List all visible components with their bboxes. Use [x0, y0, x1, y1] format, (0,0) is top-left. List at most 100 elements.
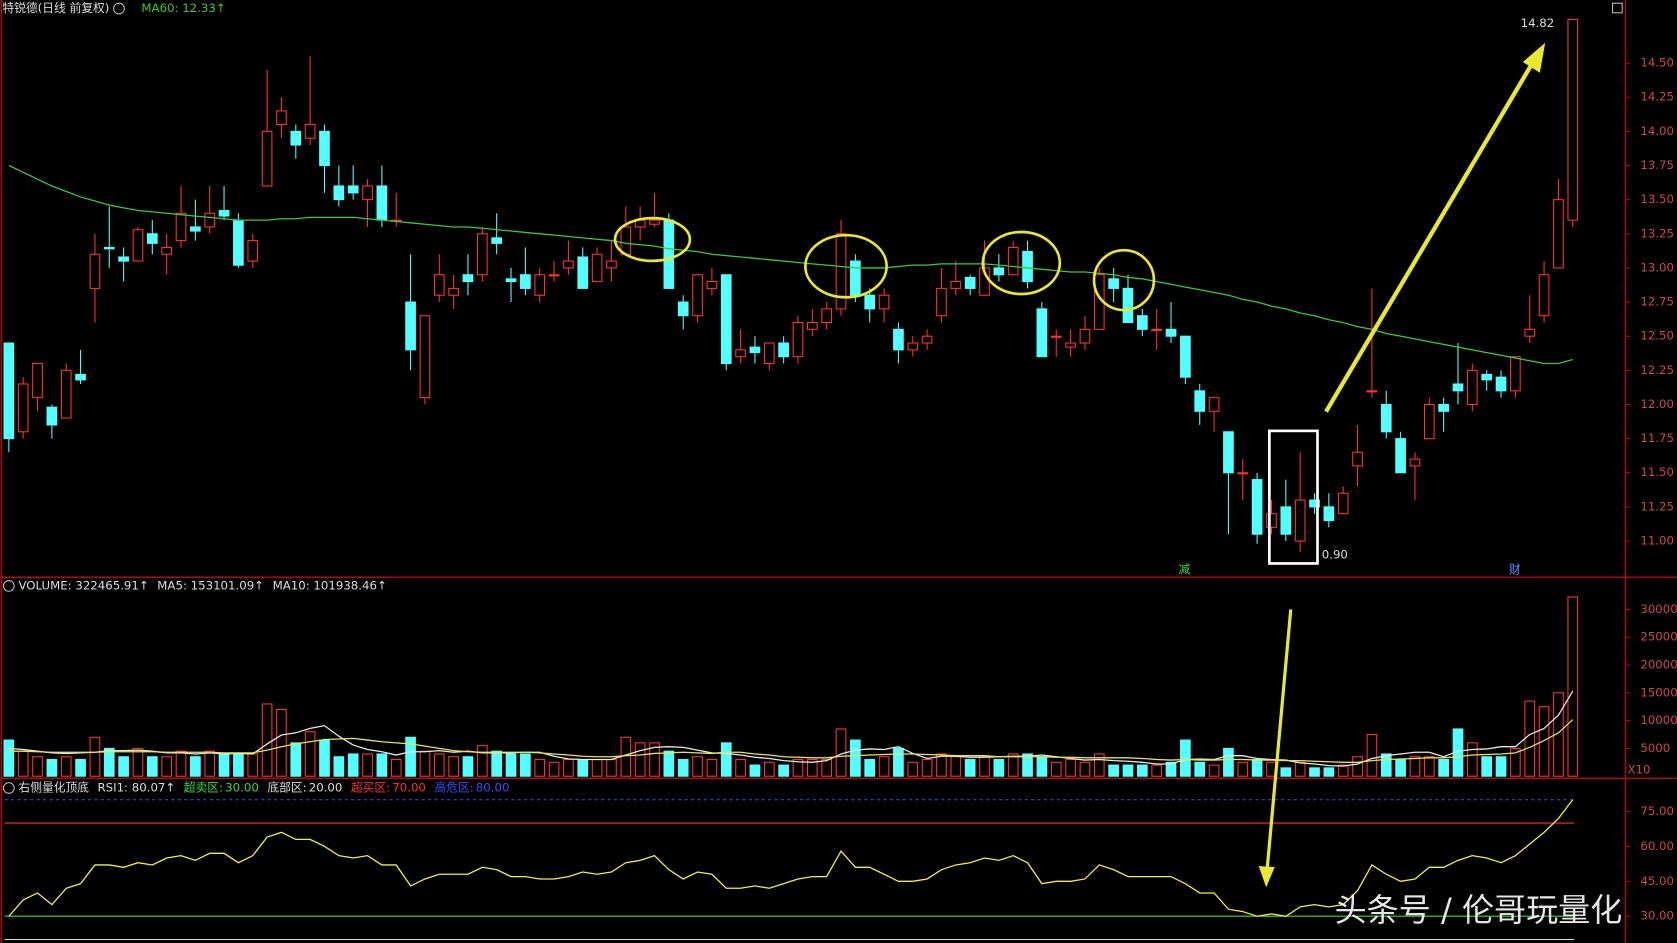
- candle-body: [1208, 397, 1220, 412]
- volume-bar: [1438, 758, 1449, 777]
- candle-body: [1452, 383, 1464, 392]
- volume-bar: [1538, 706, 1550, 777]
- candle-body: [505, 278, 517, 283]
- candle-body: [1050, 335, 1062, 338]
- header-text: 30.00: [225, 780, 259, 794]
- volume-bar: [548, 761, 560, 777]
- volume-bar: [1567, 596, 1579, 777]
- candle-body: [1280, 506, 1292, 535]
- candle-body: [936, 287, 947, 317]
- volume-bar: [1122, 764, 1134, 777]
- candle-body: [1323, 506, 1335, 522]
- y-tick-label: 12.50: [1640, 329, 1674, 343]
- candle-body: [433, 274, 445, 296]
- candle-body: [864, 294, 876, 310]
- candle-body: [333, 185, 345, 201]
- volume-bar: [1022, 753, 1033, 777]
- candle-body: [46, 406, 58, 426]
- candle-body: [1366, 390, 1378, 393]
- candle-body: [1122, 287, 1134, 324]
- volume-bar: [505, 753, 517, 777]
- candle-body: [706, 281, 718, 289]
- volume-bar: [448, 756, 459, 777]
- volume-bar: [1079, 761, 1091, 777]
- candle-body: [591, 253, 603, 283]
- volume-bar: [1007, 753, 1019, 777]
- volume-bar: [692, 756, 703, 777]
- volume-bar: [1280, 767, 1292, 777]
- icon: [113, 2, 125, 15]
- candle-body: [763, 342, 775, 365]
- volume-bar: [806, 758, 818, 777]
- y-tick-label: 14.00: [1640, 124, 1674, 138]
- candle-body: [1380, 403, 1392, 433]
- candle-body: [1510, 356, 1521, 392]
- volume-bar: [1208, 764, 1220, 777]
- candle-body: [1466, 369, 1478, 406]
- candle-body: [1495, 376, 1507, 392]
- volume-bar: [577, 758, 589, 777]
- y-tick-label: 12.75: [1640, 295, 1674, 309]
- candle-body: [146, 233, 158, 244]
- candle-body: [1266, 513, 1277, 528]
- header-text: 右侧量化顶底: [18, 780, 89, 794]
- volume-bar: [1510, 747, 1521, 777]
- candle-body: [1294, 499, 1306, 542]
- volume-bar: [1423, 756, 1435, 777]
- candle-body: [103, 246, 115, 250]
- candle-body: [1438, 403, 1449, 412]
- candle-body: [476, 233, 488, 276]
- y-tick-label: 30.00: [1640, 909, 1674, 923]
- y-tick-label: 30000: [1640, 602, 1677, 616]
- candle-body: [347, 185, 359, 194]
- volume-bar: [735, 758, 746, 777]
- volume-bar: [1352, 756, 1363, 777]
- candle-body: [821, 308, 833, 324]
- volume-bar: [850, 739, 861, 777]
- candle-body: [362, 185, 373, 201]
- candle-body: [161, 246, 173, 255]
- candle-body: [60, 369, 72, 419]
- candle-body: [118, 256, 129, 262]
- volume-bar: [591, 758, 603, 777]
- header-text: 特锐德(日线 前复权): [2, 1, 109, 15]
- volume-bar: [233, 753, 244, 777]
- candle-body: [175, 212, 187, 242]
- volume-bar: [1309, 767, 1320, 777]
- volume-bar: [1466, 742, 1478, 777]
- candle-body: [1567, 18, 1579, 221]
- volume-bar: [1323, 767, 1335, 777]
- candle-body: [1237, 472, 1249, 475]
- y-tick-label: 60.00: [1640, 839, 1674, 853]
- volume-bar: [218, 753, 230, 777]
- y-tick-label: 45.00: [1640, 874, 1674, 888]
- candle-body: [563, 260, 574, 269]
- y-tick-label: 11.50: [1640, 465, 1674, 479]
- volume-bar: [1395, 758, 1406, 777]
- candle-body: [792, 322, 804, 358]
- candle-body: [304, 124, 316, 139]
- volume-bar: [964, 758, 976, 777]
- candle-body: [534, 274, 546, 296]
- header-text: 超买区:: [351, 780, 390, 794]
- volume-bar: [1165, 761, 1177, 777]
- volume-bar: [419, 750, 431, 777]
- header-text: 底部区:: [267, 780, 306, 794]
- candle-body: [620, 226, 632, 255]
- header-text: MA10: 101938.46↑: [273, 578, 387, 592]
- volume-bar: [893, 747, 904, 777]
- arrow: [1265, 609, 1293, 869]
- candle-body: [1309, 499, 1320, 508]
- candle-body: [233, 219, 244, 266]
- line: [8, 690, 1574, 767]
- low-label: 0.90: [1322, 547, 1348, 561]
- volume-bar: [634, 742, 646, 777]
- volume-bar: [649, 742, 660, 777]
- arrow: [1324, 56, 1538, 413]
- y-tick-label: 13.25: [1640, 226, 1674, 240]
- candle-body: [1553, 199, 1564, 269]
- volume-bar: [204, 750, 216, 777]
- circle: [1092, 248, 1156, 312]
